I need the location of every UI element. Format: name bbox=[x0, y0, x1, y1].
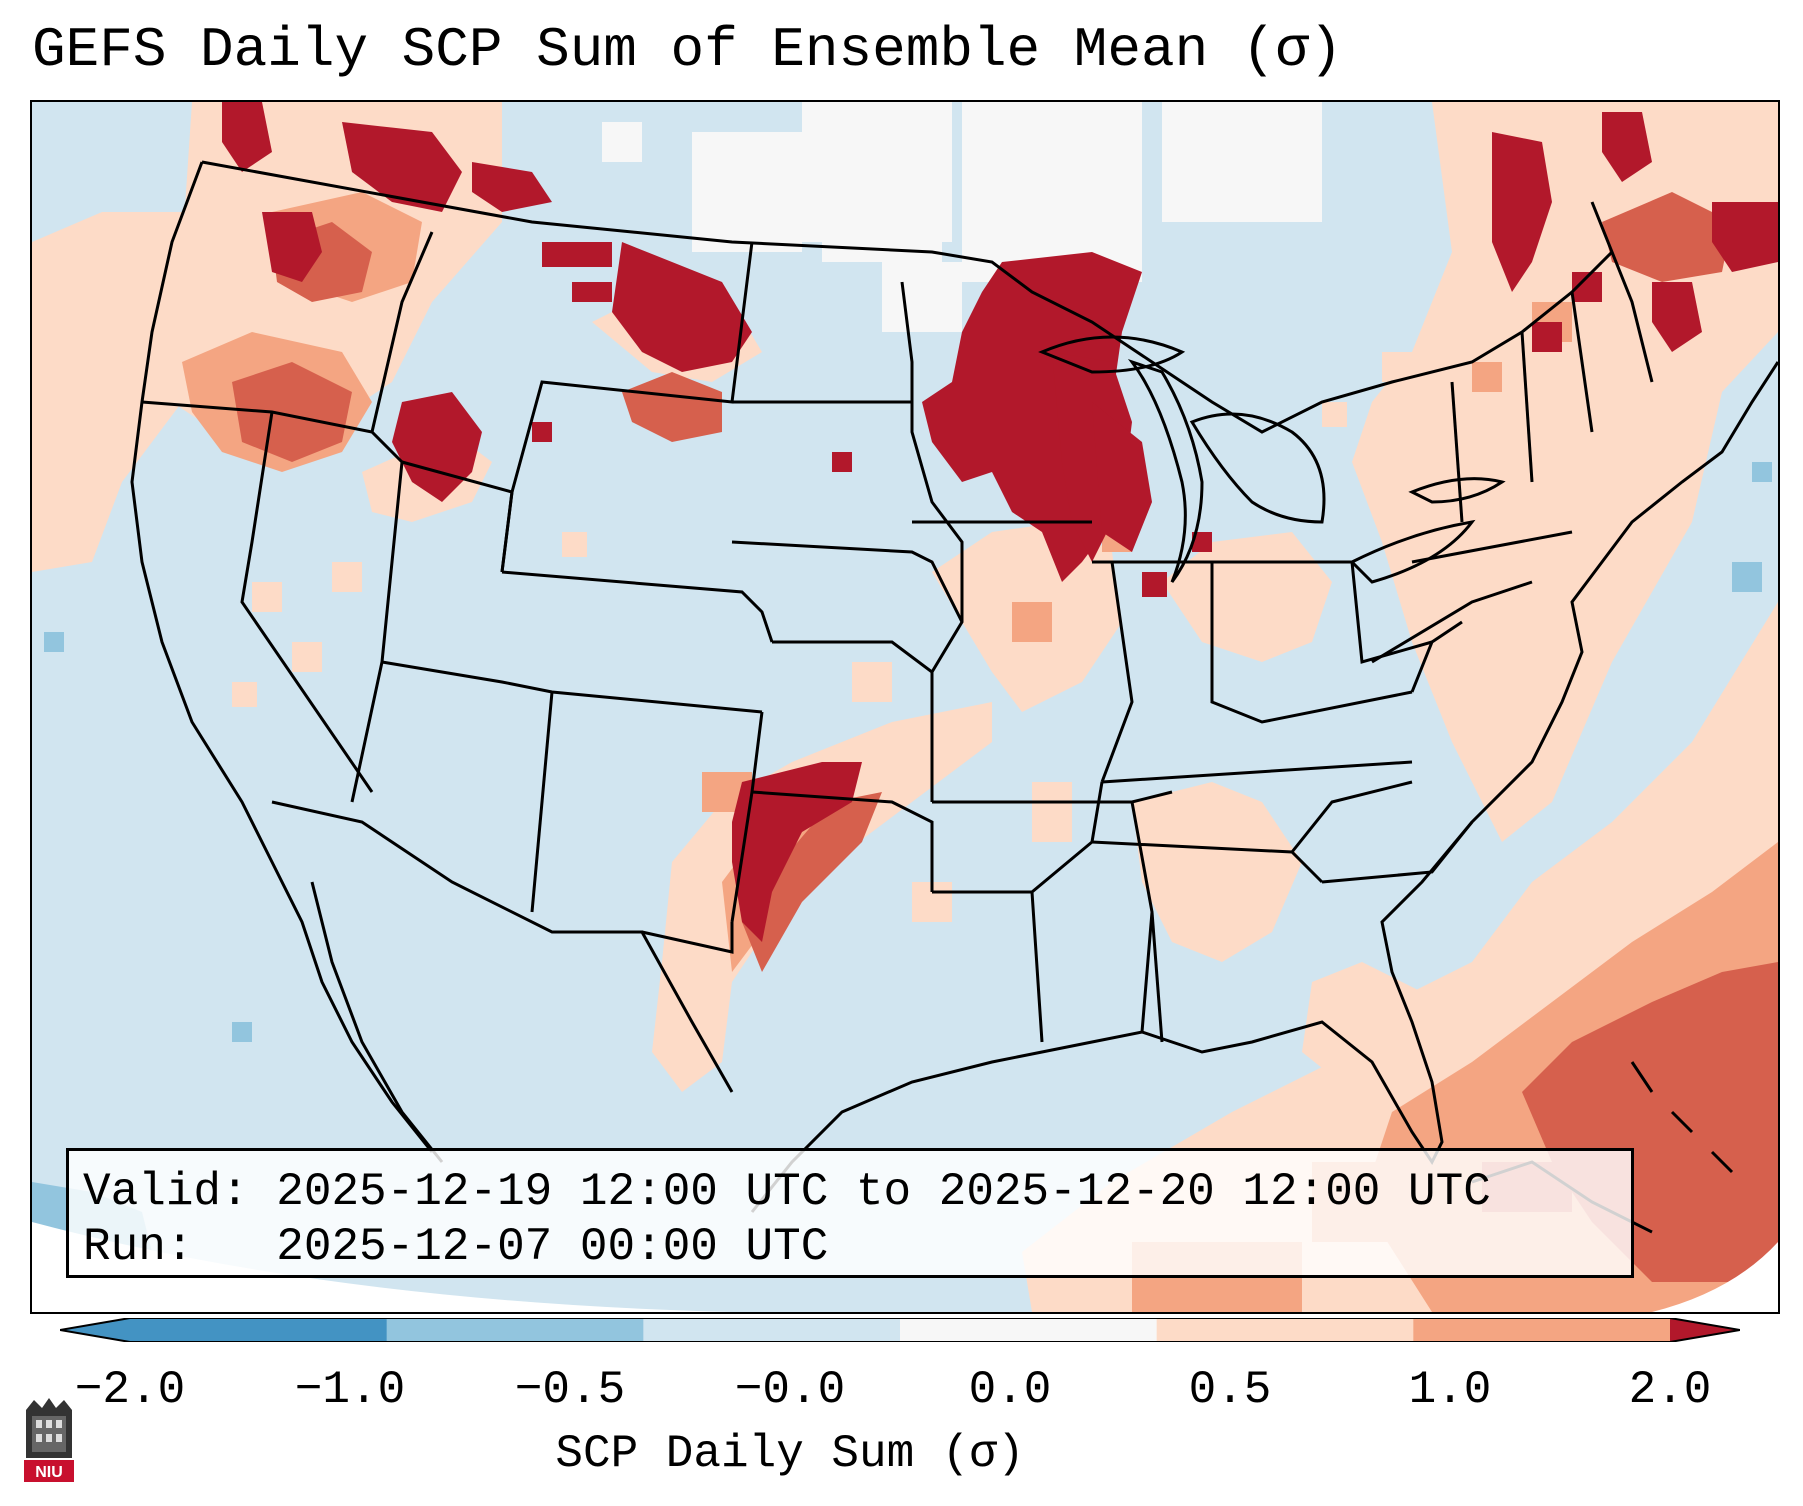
colorbar-tick-label: 1.0 bbox=[1408, 1364, 1492, 1416]
off-map-corner bbox=[32, 1222, 732, 1312]
colorbar-segment bbox=[643, 1318, 901, 1342]
colorbar-tick-label: 0.5 bbox=[1188, 1364, 1272, 1416]
colorbar bbox=[60, 1318, 1740, 1342]
logo-text: NIU bbox=[35, 1464, 63, 1481]
colorbar-segment bbox=[130, 1318, 388, 1342]
colorbar-segment bbox=[1413, 1318, 1671, 1342]
off-map-corner bbox=[1652, 1242, 1778, 1312]
colorbar-tick-label: −0.0 bbox=[734, 1364, 846, 1416]
chart-title: GEFS Daily SCP Sum of Ensemble Mean (σ) bbox=[32, 18, 1343, 82]
colorbar-tick-label: 2.0 bbox=[1628, 1364, 1712, 1416]
map-panel bbox=[30, 100, 1780, 1314]
colorbar-tick-label: 0.0 bbox=[968, 1364, 1052, 1416]
colorbar-tick-label: −0.5 bbox=[514, 1364, 626, 1416]
colorbar-label: SCP Daily Sum (σ) bbox=[555, 1428, 1025, 1480]
colorbar-extend-low bbox=[60, 1318, 130, 1342]
run-line: Run: 2025-12-07 00:00 UTC bbox=[83, 1221, 829, 1273]
region-strong-positive bbox=[222, 102, 1778, 942]
valid-time-box: Valid: 2025-12-19 12:00 UTC to 2025-12-2… bbox=[66, 1148, 1634, 1278]
colorbar-segment bbox=[386, 1318, 644, 1342]
state-borders bbox=[130, 160, 1778, 1234]
colorbar-tick-label: −1.0 bbox=[294, 1364, 406, 1416]
niu-logo-icon: NIU bbox=[24, 1398, 74, 1482]
colorbar-segment bbox=[900, 1318, 1158, 1342]
valid-line: Valid: 2025-12-19 12:00 UTC to 2025-12-2… bbox=[83, 1166, 1491, 1218]
colorbar-segment bbox=[1156, 1318, 1414, 1342]
colorbar-extend-high bbox=[1670, 1318, 1740, 1342]
region-northern-plains bbox=[602, 102, 1322, 332]
colorbar-tick-label: −2.0 bbox=[74, 1364, 186, 1416]
map-canvas bbox=[32, 102, 1778, 1312]
